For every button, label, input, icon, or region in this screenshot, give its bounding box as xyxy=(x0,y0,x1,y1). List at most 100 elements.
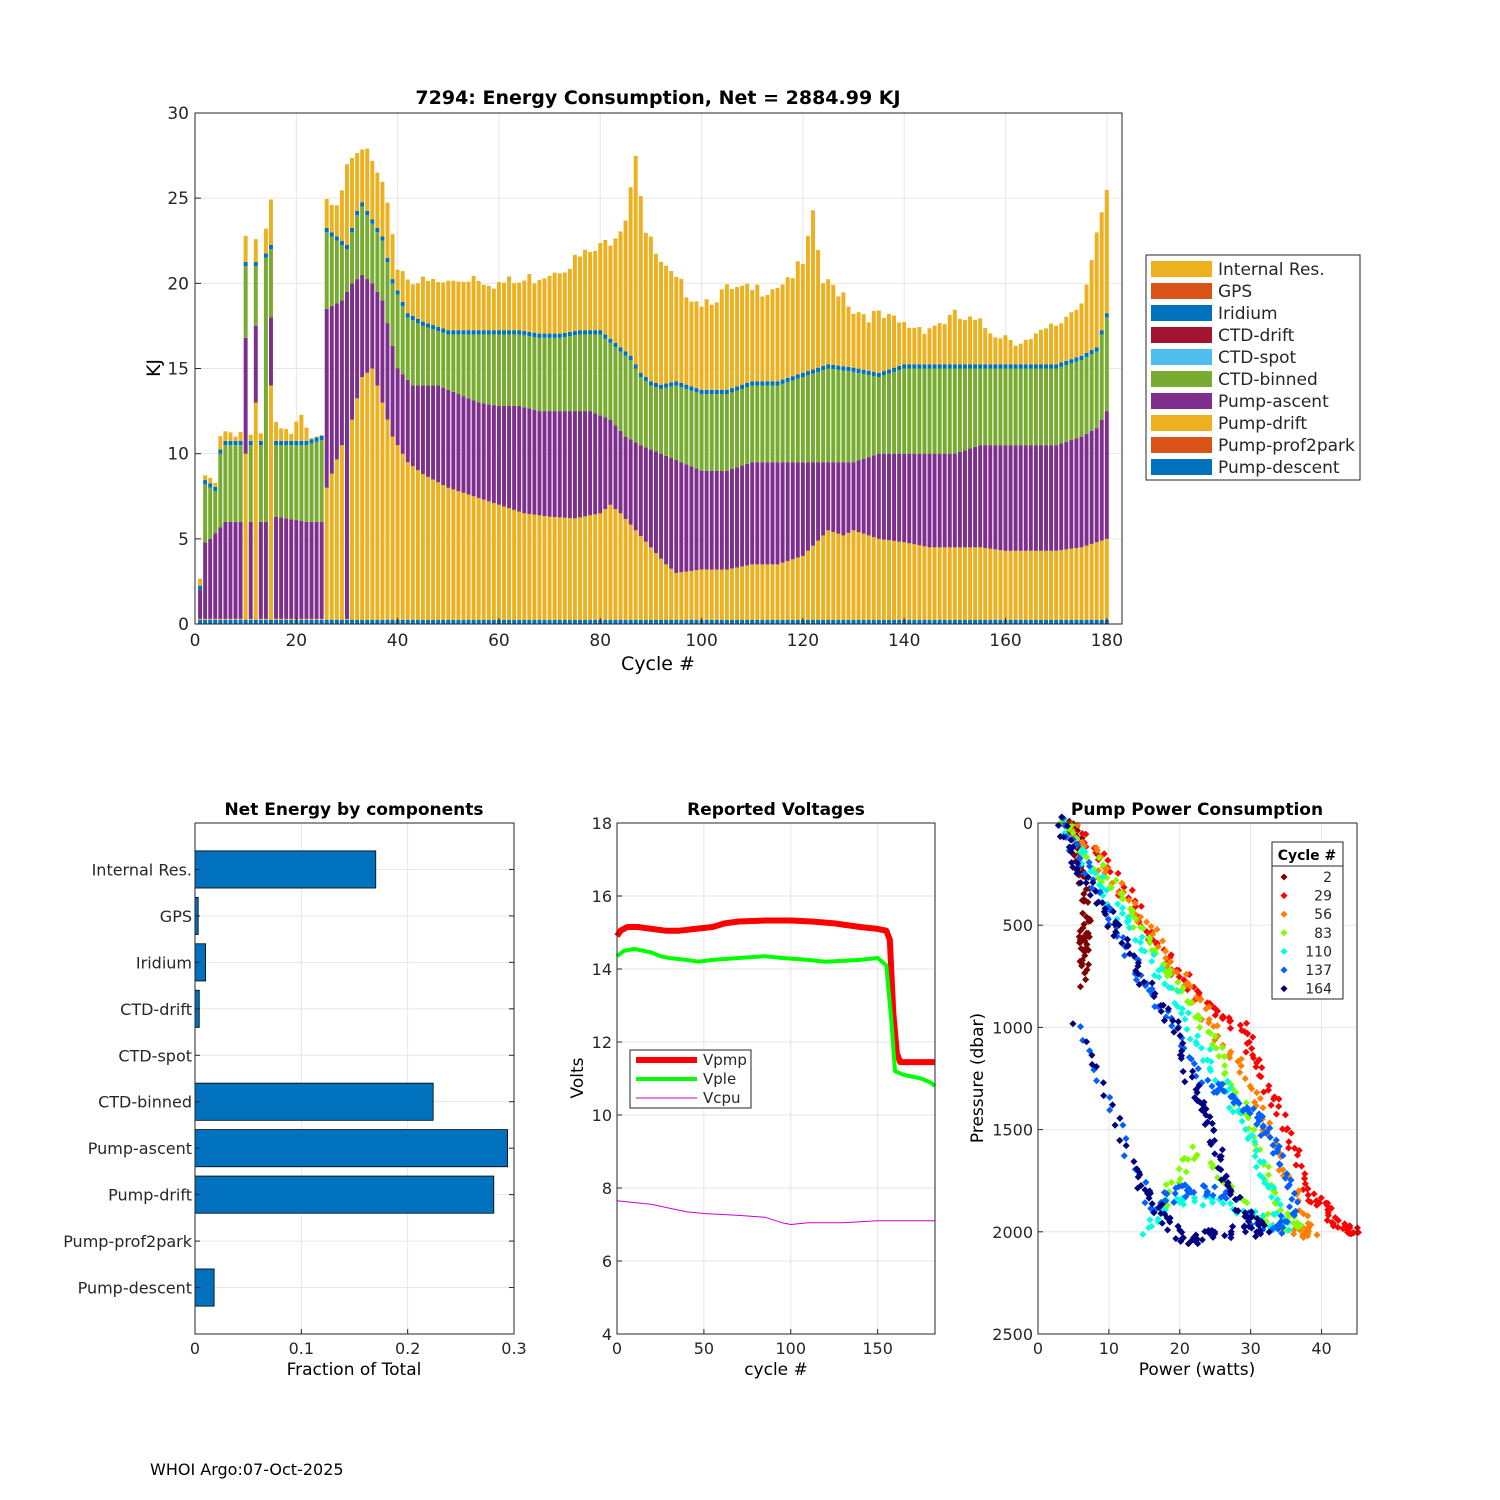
bar-pump-ascent xyxy=(294,520,299,619)
pump-point-cycle-110 xyxy=(1184,1009,1192,1017)
energy-ytick-label: 15 xyxy=(167,360,189,380)
energy-title: 7294: Energy Consumption, Net = 2884.99 … xyxy=(415,87,900,109)
bar-pump-drift xyxy=(608,504,613,620)
bar-iridium xyxy=(289,440,294,446)
bar-pump-descent xyxy=(517,619,522,624)
bar-pump-drift xyxy=(653,553,658,620)
bar-pump-descent xyxy=(471,619,476,624)
pump-point-cycle-137 xyxy=(1119,1121,1127,1129)
bar-pump-descent xyxy=(942,619,947,624)
bar-internal-res xyxy=(304,427,309,441)
bar-pump-drift xyxy=(567,518,572,620)
pump-legend-label: 164 xyxy=(1305,982,1332,998)
bar-pump-ascent xyxy=(339,300,344,446)
bar-pump-drift xyxy=(1003,550,1008,620)
bar-pump-ascent xyxy=(922,453,927,547)
bar-ctd-binned xyxy=(263,257,268,522)
bar-pump-ascent xyxy=(1064,441,1069,550)
bar-pump-descent xyxy=(1079,619,1084,624)
pump-point-cycle-83 xyxy=(1206,1029,1215,1037)
bar-pump-drift xyxy=(456,491,461,620)
bar-iridium xyxy=(856,368,861,373)
energy-legend-label: Pump-ascent xyxy=(1218,392,1329,412)
pump-point-cycle-56 xyxy=(1248,1085,1256,1093)
bar-pump-drift xyxy=(380,402,385,620)
bar-pump-descent xyxy=(426,619,430,624)
bar-iridium xyxy=(674,381,679,386)
bar-ctd-binned xyxy=(709,394,714,471)
bar-pump-descent xyxy=(927,619,932,624)
bar-ctd-binned xyxy=(365,215,370,280)
bar-iridium xyxy=(572,331,577,336)
bar-pump-drift xyxy=(253,402,258,620)
bar-internal-res xyxy=(567,268,572,332)
bar-internal-res xyxy=(309,438,314,440)
bar-ctd-binned xyxy=(360,206,365,275)
bar-ctd-binned xyxy=(405,317,410,380)
pump-point-cycle-110 xyxy=(1285,1226,1293,1234)
pump-point-cycle-137 xyxy=(1269,1141,1277,1149)
bar-ctd-binned xyxy=(446,334,451,390)
pump-point-cycle-164 xyxy=(1056,833,1064,841)
bar-ctd-binned xyxy=(962,368,967,451)
pump-point-cycle-83 xyxy=(1215,1052,1223,1060)
bar-internal-res xyxy=(856,312,861,369)
bar-ctd-binned xyxy=(800,377,805,463)
bar-iridium xyxy=(628,355,633,360)
energy-legend-swatch xyxy=(1151,437,1212,453)
bar-pump-descent xyxy=(390,619,395,624)
pump-point-cycle-29 xyxy=(1219,1012,1227,1020)
bar-iridium xyxy=(496,330,501,335)
pump-point-cycle-164 xyxy=(1260,1221,1268,1229)
bar-pump-ascent xyxy=(669,457,674,569)
pump-point-cycle-137 xyxy=(1281,1174,1289,1182)
bar-iridium xyxy=(653,382,658,388)
bar-iridium xyxy=(983,364,988,369)
bar-ctd-binned xyxy=(613,347,618,426)
bar-internal-res xyxy=(861,314,866,370)
bar-pump-ascent xyxy=(507,405,512,509)
bar-ctd-binned xyxy=(633,368,638,443)
bar-pump-drift xyxy=(542,516,547,620)
pump-point-cycle-56 xyxy=(1266,1119,1274,1127)
bar-iridium xyxy=(689,386,694,391)
bar-internal-res xyxy=(1023,339,1028,365)
bar-pump-descent xyxy=(213,619,218,624)
pump-point-cycle-29 xyxy=(1294,1151,1302,1159)
bar-iridium xyxy=(811,369,815,374)
bar-pump-drift xyxy=(699,569,704,620)
bar-pump-descent xyxy=(643,619,648,624)
pump-point-cycle-2 xyxy=(1076,927,1084,935)
bar-pump-descent xyxy=(1064,619,1069,624)
bar-iridium xyxy=(1054,364,1059,369)
bar-ctd-binned xyxy=(770,385,775,463)
bar-pump-ascent xyxy=(1089,430,1094,544)
bar-ctd-binned xyxy=(755,385,760,463)
bar-pump-ascent xyxy=(471,400,476,497)
pump-point-cycle-29 xyxy=(1258,1064,1266,1072)
bar-pump-ascent xyxy=(218,527,223,619)
bar-pump-drift xyxy=(385,419,390,620)
bar-ctd-binned xyxy=(451,334,456,392)
bar-pump-descent xyxy=(334,619,339,624)
bar-pump-drift xyxy=(836,533,841,620)
bar-pump-drift xyxy=(339,445,344,620)
pump-point-cycle-164 xyxy=(1082,1038,1091,1046)
pump-point-cycle-83 xyxy=(1145,934,1153,942)
bar-pump-drift xyxy=(735,567,739,620)
bar-pump-drift xyxy=(350,419,355,620)
bar-internal-res xyxy=(294,421,299,441)
bar-internal-res xyxy=(866,322,871,371)
bar-pump-descent xyxy=(329,619,334,624)
pump-point-cycle-29 xyxy=(1082,830,1090,838)
volt-legend-label: Vcpu xyxy=(703,1089,741,1107)
pump-point-cycle-2 xyxy=(1082,913,1091,921)
bar-iridium xyxy=(415,318,420,324)
bar-iridium xyxy=(471,330,476,335)
bar-iridium xyxy=(547,333,552,338)
pump-point-cycle-164 xyxy=(1067,848,1075,856)
bar-iridium xyxy=(603,334,608,339)
pump-point-cycle-164 xyxy=(1135,980,1143,988)
bar-ctd-binned xyxy=(385,262,390,324)
